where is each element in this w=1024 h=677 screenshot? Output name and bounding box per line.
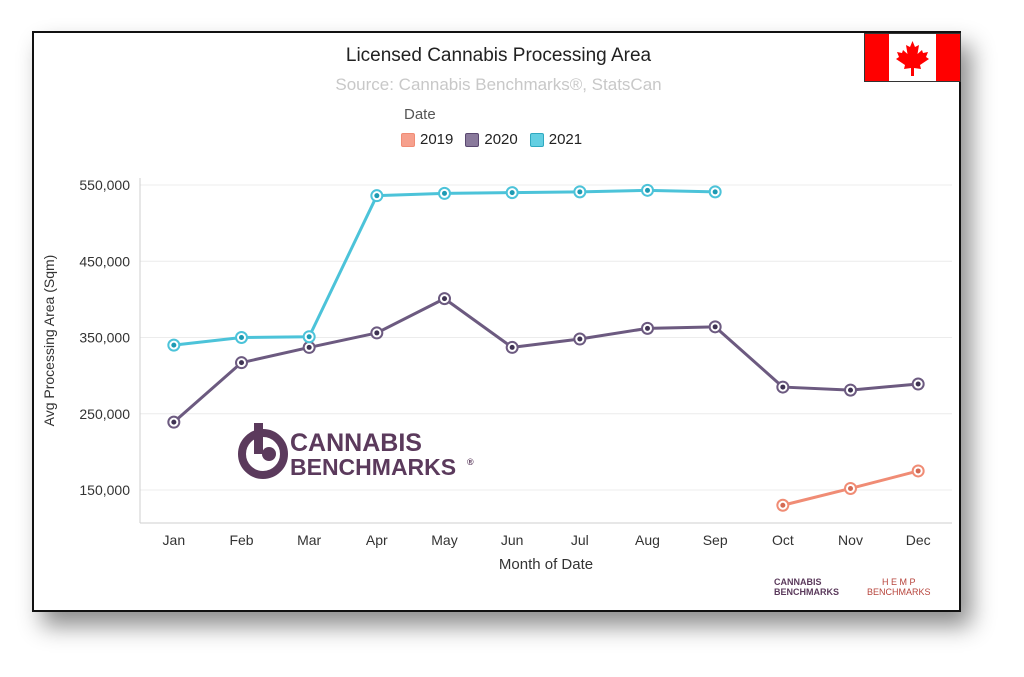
footer-hemp-line2: BENCHMARKS bbox=[867, 587, 931, 597]
y-tick-label: 450,000 bbox=[79, 253, 130, 269]
x-tick-label: Mar bbox=[297, 532, 321, 548]
data-point-center-2021 bbox=[306, 334, 312, 340]
x-tick-label: May bbox=[431, 532, 457, 548]
data-point-center-2019 bbox=[848, 485, 853, 491]
chart-frame: Licensed Cannabis Processing Area Source… bbox=[32, 31, 961, 612]
x-tick-label: Dec bbox=[906, 532, 931, 548]
legend-item-2021[interactable]: 2021 bbox=[529, 131, 583, 148]
x-tick-label: Aug bbox=[635, 532, 660, 548]
footer-hemp-benchmarks-logo: H E M P BENCHMARKS bbox=[867, 577, 931, 597]
data-point-center-2020 bbox=[915, 381, 921, 387]
data-point-center-2020 bbox=[712, 324, 718, 330]
x-tick-label: Jul bbox=[571, 532, 589, 548]
x-tick-label: Nov bbox=[838, 532, 863, 548]
legend-title: Date bbox=[404, 106, 436, 123]
data-point-center-2020 bbox=[509, 344, 515, 350]
chart-subtitle: Source: Cannabis Benchmarks®, StatsCan bbox=[335, 75, 662, 94]
legend: 2019 2020 2021 bbox=[401, 131, 582, 148]
data-point-center-2021 bbox=[645, 187, 650, 193]
legend-swatch-2021 bbox=[529, 132, 544, 147]
y-axis-title: Avg Processing Area (Sqm) bbox=[41, 255, 57, 427]
x-tick-label: Jun bbox=[501, 532, 524, 548]
data-point-center-2021 bbox=[509, 190, 515, 196]
data-point-center-2020 bbox=[780, 384, 786, 390]
data-point-center-2020 bbox=[442, 296, 447, 302]
x-tick-label: Oct bbox=[772, 532, 794, 548]
legend-swatch-2020 bbox=[465, 132, 480, 147]
chart-title: Licensed Cannabis Processing Area bbox=[345, 45, 652, 66]
data-point-center-2021 bbox=[239, 335, 244, 340]
data-point-center-2021 bbox=[374, 193, 380, 199]
logo-text-line1: CANNABIS bbox=[290, 429, 422, 457]
data-point-center-2020 bbox=[374, 330, 380, 336]
data-point-center-2020 bbox=[577, 336, 583, 342]
series-line-2020 bbox=[172, 297, 919, 424]
legend-item-2020[interactable]: 2020 bbox=[465, 131, 518, 148]
legend-label-2021: 2021 bbox=[548, 131, 583, 148]
footer-cb-line1: CANNABIS bbox=[774, 577, 822, 587]
cannabis-benchmarks-logo: CANNABIS BENCHMARKS ® bbox=[238, 423, 474, 480]
footer-hemp-line1: H E M P bbox=[882, 577, 916, 587]
y-tick-label: 350,000 bbox=[79, 330, 130, 346]
x-axis-title: Month of Date bbox=[499, 556, 593, 573]
data-point-center-2020 bbox=[239, 360, 244, 366]
canada-flag-icon bbox=[864, 33, 961, 82]
data-point-center-2021 bbox=[577, 189, 583, 195]
data-point-center-2020 bbox=[306, 344, 312, 350]
x-tick-label: Jan bbox=[163, 532, 186, 548]
data-point-center-2021 bbox=[171, 342, 177, 348]
data-point-center-2019 bbox=[780, 502, 786, 508]
x-tick-label: Feb bbox=[229, 532, 253, 548]
y-tick-label: 250,000 bbox=[79, 406, 130, 422]
legend-item-2019[interactable]: 2019 bbox=[401, 131, 453, 148]
legend-label-2020: 2020 bbox=[484, 131, 518, 148]
line-chart: 150,000 250,000 350,000 450,000 550,000 Jan Fe… bbox=[41, 177, 952, 573]
x-tick-label: Sep bbox=[703, 532, 728, 548]
data-point-center-2020 bbox=[848, 387, 853, 393]
y-tick-label: 550,000 bbox=[79, 177, 130, 193]
series-line-2021 bbox=[173, 188, 716, 347]
data-point-center-2020 bbox=[171, 419, 177, 425]
logo-registered-mark: ® bbox=[467, 457, 474, 467]
footer-cb-line2: BENCHMARKS bbox=[774, 587, 839, 597]
legend-swatch-2019 bbox=[401, 132, 415, 147]
data-point-center-2021 bbox=[442, 190, 447, 196]
data-point-center-2020 bbox=[645, 325, 650, 331]
data-point-center-2021 bbox=[712, 189, 718, 195]
y-tick-label: 150,000 bbox=[79, 482, 130, 498]
logo-text-line2: BENCHMARKS bbox=[290, 454, 456, 480]
legend-label-2019: 2019 bbox=[420, 131, 454, 148]
data-point-center-2019 bbox=[915, 468, 921, 474]
x-tick-label: Apr bbox=[366, 532, 388, 548]
footer-cannabis-benchmarks-logo: CANNABIS BENCHMARKS bbox=[774, 577, 839, 597]
